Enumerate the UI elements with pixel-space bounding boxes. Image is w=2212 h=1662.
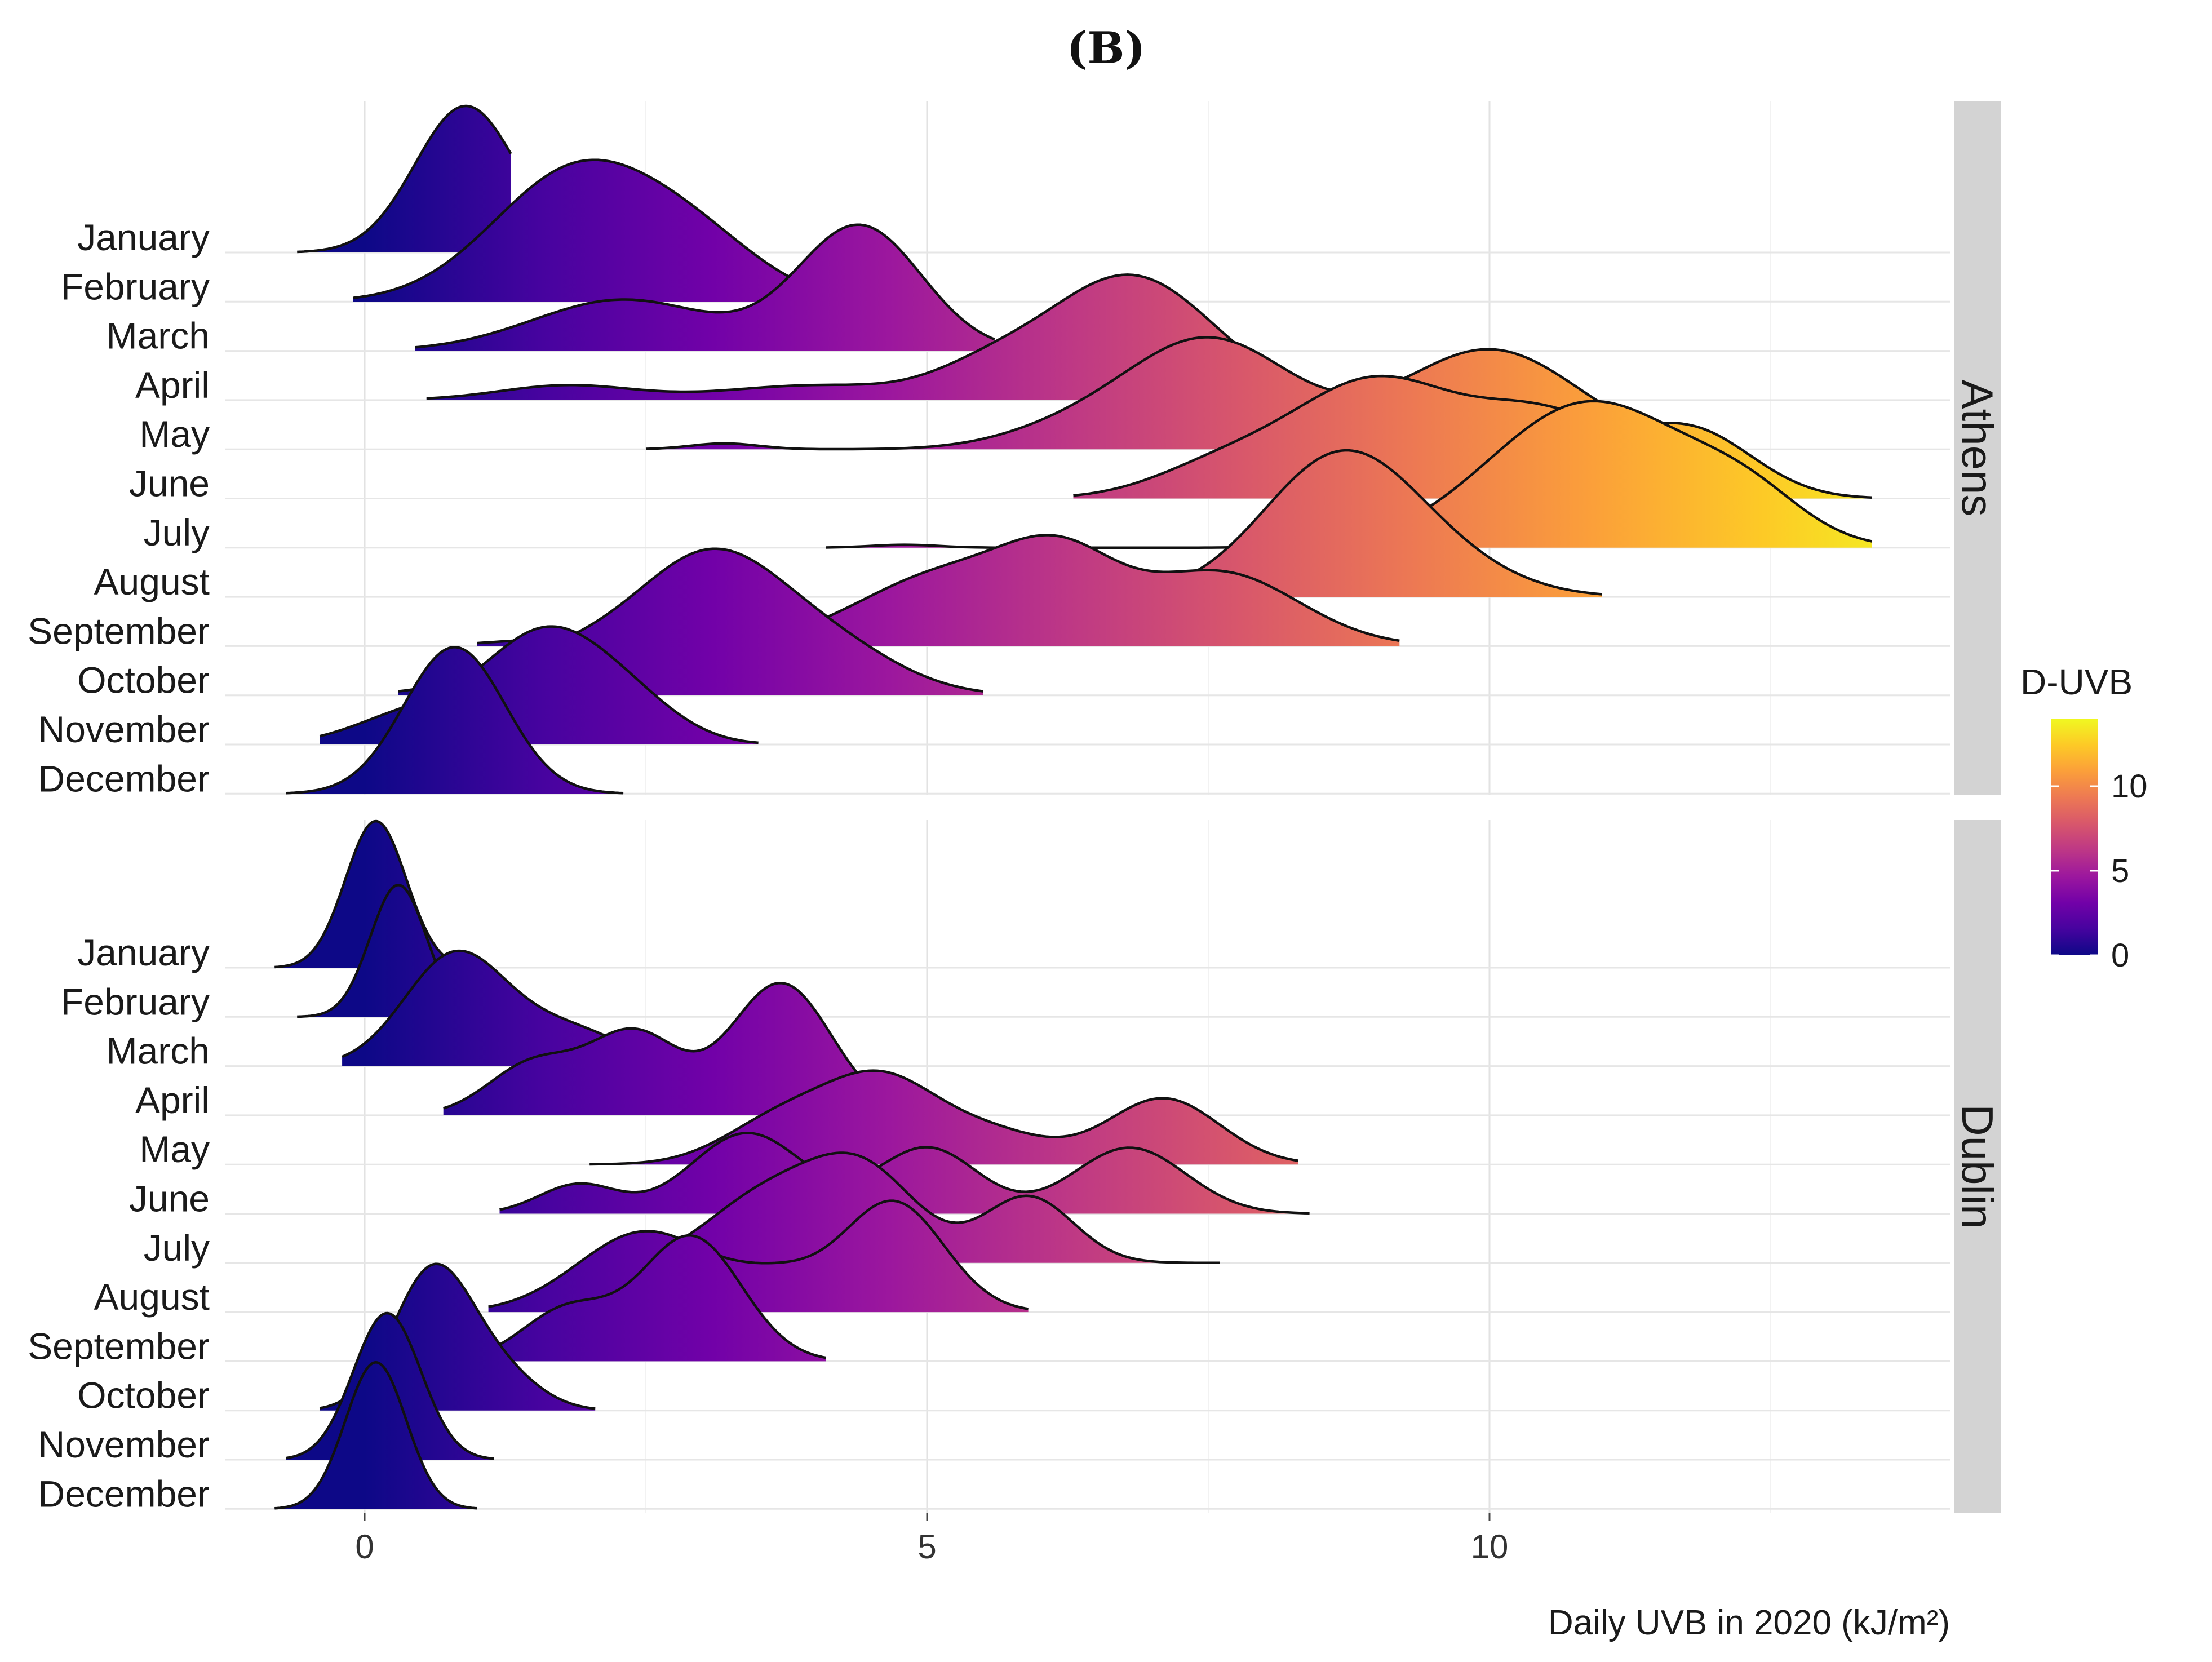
month-label: August (94, 561, 210, 602)
x-tick-label: 10 (1471, 1528, 1509, 1566)
month-label: April (135, 364, 210, 406)
ridge-outline (657, 1151, 1220, 1265)
month-label: December (38, 757, 210, 799)
month-label-layer: January February March April May June July Augu… (28, 216, 210, 1514)
month-label: January (77, 216, 210, 258)
legend-tick-label: 10 (2111, 768, 2148, 805)
ridge-outline (353, 158, 837, 299)
facet-strip-layer: Athens Dublin (1953, 101, 2002, 1513)
month-label: July (144, 1227, 210, 1269)
legend-title: D-UVB (2020, 662, 2133, 702)
month-label: January (77, 932, 210, 973)
month-label: September (28, 610, 210, 651)
month-label: June (129, 463, 210, 504)
ridge-outline (286, 646, 624, 795)
ridge-outline (487, 1234, 826, 1359)
month-label: November (38, 1424, 210, 1465)
month-label: July (144, 512, 210, 553)
ridge-outline (274, 1361, 477, 1510)
ridge-athens-february (353, 159, 837, 302)
month-label: February (61, 981, 210, 1022)
ridge-outline (645, 336, 1715, 451)
ridge-outline (499, 1132, 1310, 1215)
ridge-dublin-december (274, 1362, 477, 1509)
ridge-dublin-august (488, 1200, 1029, 1313)
month-label: November (38, 708, 210, 750)
month-label: March (107, 315, 210, 357)
month-label: May (139, 1128, 210, 1170)
month-label: February (61, 265, 210, 307)
ridge-athens-april (426, 274, 1310, 400)
legend-tick-label: 5 (2111, 853, 2129, 889)
facet-label-dublin: Dublin (1953, 1104, 2002, 1229)
facet-strip (1954, 820, 2001, 1513)
ridge-outline (442, 981, 894, 1110)
ridge-outline (1073, 374, 1872, 499)
facet-strip (1954, 101, 2001, 795)
month-label: October (77, 659, 210, 701)
ridge-outline (589, 1069, 1299, 1166)
ridge-outline (297, 104, 512, 254)
ridge-outline (286, 1311, 494, 1460)
ridge-outline (415, 223, 995, 349)
chart-title: (B) (1066, 23, 1146, 74)
ridge-dublin-april (443, 983, 894, 1115)
ridge-athens-january (297, 106, 511, 252)
ridge-athens-july (826, 401, 1872, 548)
month-label: March (107, 1030, 210, 1072)
month-label: December (38, 1473, 210, 1514)
ridge-outline (488, 1199, 1029, 1310)
ridge-outline (426, 273, 1310, 400)
ridge-athens-september (477, 535, 1400, 646)
month-label: May (139, 413, 210, 455)
x-axis-title: Daily UVB in 2020 (kJ/m²) (1548, 1603, 1950, 1642)
ridge-athens-august (1005, 450, 1602, 597)
ridge-athens-march (415, 224, 995, 351)
ridge-outline (319, 625, 759, 744)
legend-colorbar (2051, 719, 2098, 955)
legend-tick-label: 0 (2111, 937, 2129, 974)
ridge-dublin-september (488, 1235, 826, 1362)
x-tick-label: 0 (355, 1528, 374, 1566)
x-tick-label: 5 (917, 1528, 936, 1566)
x-axis: 0 5 10 Daily UVB in 2020 (kJ/m²) (355, 1513, 1950, 1642)
month-label: August (94, 1276, 210, 1318)
ridge-dublin-january (274, 821, 489, 968)
month-label: September (28, 1325, 210, 1367)
month-label: April (135, 1079, 210, 1121)
month-label: June (129, 1178, 210, 1220)
ridge-dublin-july (657, 1153, 1220, 1263)
color-legend: D-UVB 0 5 10 (2020, 662, 2148, 974)
facet-label-athens: Athens (1953, 380, 2002, 517)
ridge-athens-december (286, 647, 624, 794)
ridge-layer (274, 104, 1873, 1510)
month-label: October (77, 1375, 210, 1416)
